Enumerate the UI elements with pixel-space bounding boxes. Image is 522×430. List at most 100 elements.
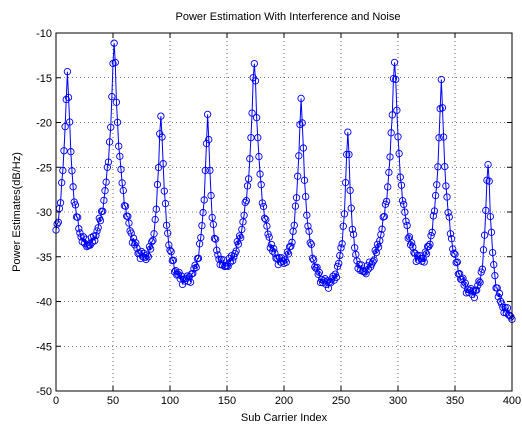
data-point: [248, 109, 256, 117]
data-point: [336, 251, 344, 260]
data-point: [237, 234, 245, 242]
data-point: [74, 213, 82, 221]
data-point: [344, 128, 352, 136]
data-point: [299, 144, 308, 152]
data-point: [238, 225, 246, 234]
data-point: [479, 246, 488, 254]
data-point: [108, 93, 116, 101]
data-point: [152, 205, 160, 213]
data-point: [362, 270, 370, 278]
data-point: [343, 150, 351, 159]
data-point: [53, 220, 61, 228]
chart-title: Power Estimation With Interference and N…: [176, 11, 401, 23]
grid-lines: [56, 33, 512, 391]
data-point: [450, 249, 458, 258]
data-point: [378, 225, 386, 233]
data-point: [60, 147, 68, 155]
data-point: [154, 163, 163, 172]
data-point: [197, 233, 205, 242]
data-point: [335, 259, 343, 268]
data-point: [91, 236, 99, 245]
data-point: [349, 230, 358, 238]
data-point: [453, 258, 461, 266]
data-point: [503, 304, 512, 312]
data-point: [265, 233, 273, 241]
data-point: [162, 221, 171, 230]
data-point: [393, 106, 401, 114]
data-point: [300, 176, 309, 184]
y-tick-label: -30: [36, 207, 52, 219]
data-point: [148, 238, 156, 246]
data-point: [487, 228, 496, 236]
data-point: [260, 214, 269, 222]
data-point: [451, 250, 459, 258]
y-tick-label: -35: [36, 252, 52, 264]
x-tick-label: 50: [107, 395, 119, 407]
data-point: [297, 94, 305, 103]
data-point: [478, 265, 487, 273]
data-point: [124, 212, 132, 221]
data-point: [382, 197, 391, 206]
data-point: [271, 249, 279, 257]
data-point: [303, 211, 311, 219]
data-point: [68, 167, 76, 175]
data-point: [169, 256, 178, 264]
data-point: [385, 168, 393, 177]
data-point: [426, 240, 434, 248]
data-point: [314, 270, 322, 278]
data-point: [397, 181, 406, 189]
y-tick-label: -10: [36, 28, 52, 40]
data-point: [263, 222, 271, 230]
data-point: [439, 133, 448, 141]
data-point: [206, 166, 214, 175]
data-point: [282, 258, 290, 266]
data-point: [398, 197, 407, 205]
data-point: [215, 255, 223, 263]
data-point: [461, 279, 469, 287]
y-axis-label: Power Estimates(dB/Hz): [11, 152, 23, 272]
y-tick-label: -25: [36, 162, 52, 174]
data-point: [348, 225, 357, 234]
data-point: [110, 39, 118, 47]
data-point: [284, 250, 293, 258]
data-point: [56, 199, 65, 207]
data-point: [380, 212, 388, 221]
data-point: [420, 258, 428, 266]
data-point: [430, 207, 439, 215]
data-point: [427, 232, 435, 240]
data-point: [411, 249, 419, 257]
data-point: [158, 133, 166, 141]
data-point: [205, 135, 213, 144]
data-point: [306, 239, 314, 247]
data-point: [194, 254, 203, 262]
data-point: [234, 240, 243, 248]
data-point: [142, 255, 150, 264]
data-point: [401, 208, 409, 216]
x-tick-label: 150: [218, 395, 236, 407]
data-point: [119, 186, 127, 195]
data-point: [287, 242, 295, 250]
data-point: [486, 212, 494, 221]
data-point: [209, 220, 217, 229]
data-point: [118, 179, 126, 187]
data-point: [491, 271, 499, 280]
data-point: [338, 240, 346, 248]
data-point: [494, 293, 502, 301]
data-point: [433, 181, 441, 189]
data-point: [67, 148, 75, 156]
data-point: [296, 120, 304, 129]
data-point: [384, 183, 392, 191]
data-point: [235, 232, 244, 240]
data-point: [241, 198, 249, 207]
data-point: [304, 222, 312, 230]
data-point: [75, 224, 83, 233]
x-tick-label: 0: [53, 395, 59, 407]
data-point: [157, 112, 165, 120]
y-tick-label: -45: [36, 341, 52, 353]
data-point: [392, 75, 400, 84]
data-point: [270, 244, 278, 253]
data-point: [224, 262, 232, 270]
data-point: [161, 199, 170, 208]
data-point: [71, 201, 80, 209]
data-point: [229, 256, 237, 265]
